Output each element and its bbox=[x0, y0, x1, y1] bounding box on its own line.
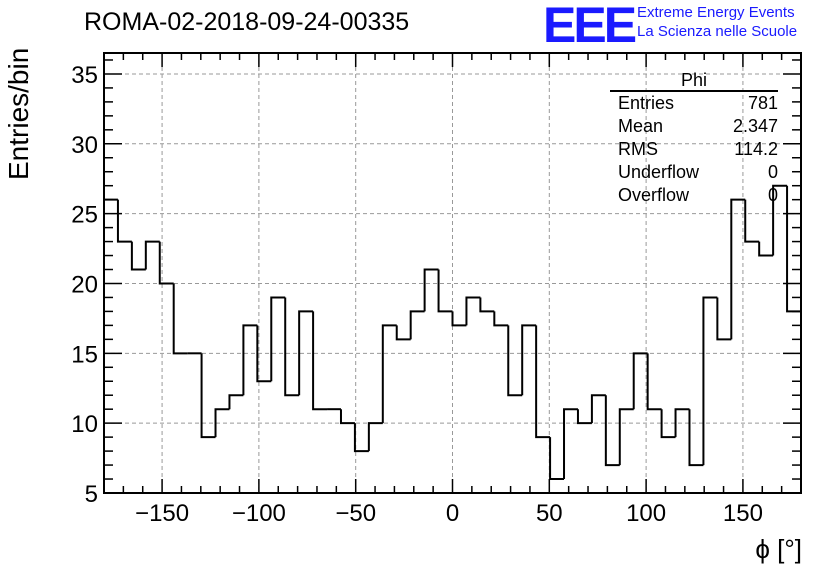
x-tick-label: 100 bbox=[626, 500, 666, 527]
histogram-bin bbox=[158, 241, 174, 285]
histogram-bin bbox=[381, 324, 397, 424]
histogram-bin bbox=[284, 297, 300, 397]
histogram-bin bbox=[367, 422, 383, 452]
chart-title: ROMA-02-2018-09-24-00335 bbox=[84, 8, 410, 36]
histogram-bin bbox=[451, 311, 467, 327]
histogram-bin bbox=[716, 297, 732, 341]
grid-lines bbox=[104, 53, 801, 494]
histogram-bin bbox=[632, 352, 648, 410]
histogram-bin bbox=[563, 408, 578, 480]
histogram-bin bbox=[298, 310, 314, 396]
logo-caption-line1: Extreme Energy Events bbox=[637, 4, 795, 21]
eee-logo: EEE bbox=[543, 0, 637, 53]
stats-box: Phi Entries 781 Mean 2.347 RMS 114.2 Underf… bbox=[610, 70, 778, 207]
histogram-bin bbox=[744, 199, 760, 243]
histogram-bin bbox=[228, 394, 244, 410]
histogram-bin bbox=[423, 268, 439, 312]
histogram-bin bbox=[256, 325, 272, 383]
histogram-bin bbox=[479, 297, 495, 313]
histogram-bin bbox=[242, 324, 258, 396]
stats-row-rms: RMS 114.2 bbox=[618, 139, 778, 159]
histogram-bin bbox=[702, 296, 718, 466]
histogram-bin bbox=[521, 324, 537, 396]
y-tick-label: 15 bbox=[71, 341, 98, 368]
histogram-bin bbox=[437, 269, 453, 313]
x-tick-label: 150 bbox=[723, 500, 763, 527]
histogram-bin bbox=[465, 296, 481, 326]
histogram-bin bbox=[493, 311, 509, 327]
histogram-bin bbox=[409, 310, 425, 340]
histogram-bin bbox=[549, 437, 565, 481]
histogram-bin bbox=[200, 353, 216, 439]
histogram-bin bbox=[576, 409, 592, 425]
histogram-bin bbox=[339, 409, 355, 425]
stats-row-entries: Entries 781 bbox=[618, 93, 778, 113]
logo-caption-line2: La Scienza nelle Scuole bbox=[637, 23, 798, 40]
histogram-bin bbox=[590, 394, 606, 424]
x-tick-label: −150 bbox=[135, 500, 189, 527]
histogram-bin bbox=[618, 408, 634, 466]
histogram-bin bbox=[172, 283, 188, 355]
histogram-bin bbox=[116, 199, 132, 243]
histogram-bin bbox=[353, 423, 369, 453]
y-tick-label: 35 bbox=[71, 62, 98, 89]
x-tick-label: 0 bbox=[446, 500, 459, 527]
histogram-bin bbox=[270, 296, 286, 382]
y-tick-label: 25 bbox=[71, 202, 98, 229]
histogram-bin bbox=[214, 408, 230, 438]
x-tick-label: −50 bbox=[335, 500, 376, 527]
y-tick-label: 10 bbox=[71, 411, 98, 438]
y-tick-label: 5 bbox=[85, 481, 98, 508]
stats-title: Phi bbox=[610, 70, 778, 92]
plot-frame bbox=[103, 52, 802, 494]
histogram-bin bbox=[312, 311, 328, 411]
histogram-bin bbox=[535, 325, 551, 439]
x-tick-label: −100 bbox=[232, 500, 286, 527]
histogram-bin bbox=[730, 198, 746, 340]
histogram-bin bbox=[130, 241, 146, 271]
stats-row-overflow: Overflow 0 bbox=[618, 185, 778, 205]
histogram-bin bbox=[674, 408, 690, 438]
stats-row-underflow: Underflow 0 bbox=[618, 162, 778, 182]
stats-row-mean: Mean 2.347 bbox=[618, 116, 778, 136]
axis-ticks: −150 −100 −50 0 50 100 150 5 10 15 20 25 30 35 bbox=[71, 53, 802, 527]
y-tick-label: 20 bbox=[71, 271, 98, 298]
histogram-bin bbox=[646, 353, 662, 411]
histogram-bin bbox=[395, 325, 411, 341]
y-tick-label: 30 bbox=[71, 132, 98, 159]
histogram-bin bbox=[758, 241, 774, 257]
logo-caption: Extreme Energy Events La Scienza nelle S… bbox=[637, 3, 797, 41]
x-tick-label: 50 bbox=[536, 500, 563, 527]
histogram-bin bbox=[604, 395, 620, 467]
histogram-bin bbox=[103, 198, 118, 493]
histogram-bin bbox=[688, 409, 704, 467]
histogram-bin bbox=[660, 409, 676, 439]
histogram-bin bbox=[144, 240, 160, 270]
histogram-bin bbox=[507, 325, 523, 397]
histogram-bin bbox=[772, 184, 788, 256]
x-axis-label: ϕ [°] bbox=[755, 534, 802, 564]
